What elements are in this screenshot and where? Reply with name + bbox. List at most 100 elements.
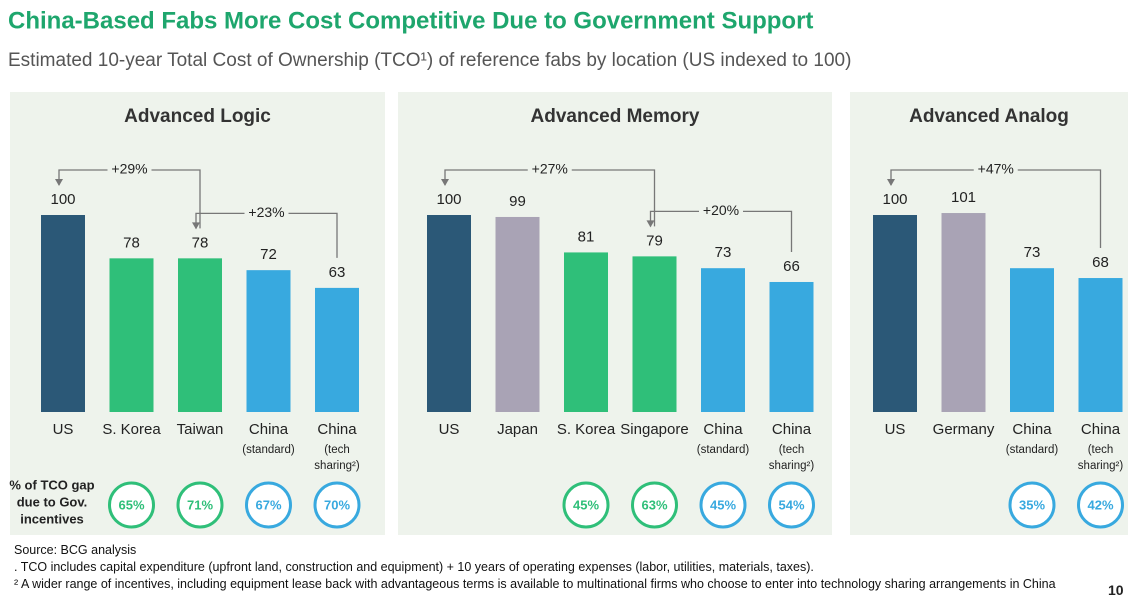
category-label: China — [249, 421, 289, 438]
incentive-row-label: incentives — [20, 511, 84, 526]
value-label: 63 — [329, 264, 346, 281]
bracket-label-bg — [244, 204, 289, 223]
incentive-circle — [108, 481, 155, 529]
category-label: China — [1081, 421, 1121, 438]
incentive-label: 63% — [641, 497, 667, 512]
category-note: (standard) — [242, 444, 295, 456]
category-label: China — [703, 421, 743, 438]
incentive-circle — [1077, 481, 1124, 529]
category-label: Taiwan — [177, 421, 224, 438]
value-label: 81 — [578, 228, 595, 245]
footnote: ² A wider range of incentives, including… — [14, 577, 1056, 591]
incentive-row-label: % of TCO gap — [9, 477, 94, 492]
bracket-label: +23% — [248, 204, 284, 220]
incentive-label: 35% — [1019, 497, 1045, 512]
bar — [246, 270, 291, 412]
bar — [178, 258, 222, 412]
bar — [41, 215, 85, 412]
bracket-label: +47% — [978, 161, 1014, 177]
bar — [873, 215, 917, 412]
arrow-head — [646, 220, 655, 228]
category-note: sharing²) — [1078, 460, 1124, 472]
category-note: (standard) — [1006, 444, 1059, 456]
category-note: (tech — [779, 444, 805, 456]
incentive-circle — [768, 481, 815, 529]
value-label: 101 — [951, 189, 976, 206]
category-note: sharing²) — [769, 460, 815, 472]
incentive-circle — [699, 481, 747, 529]
incentive-circle — [313, 481, 361, 529]
value-label: 73 — [1024, 244, 1041, 261]
arrow-head — [192, 222, 200, 230]
bracket-label-bg — [107, 161, 152, 179]
category-note: (tech — [1088, 444, 1114, 456]
incentive-row-label: due to Gov. — [17, 494, 88, 509]
arrow-head — [441, 179, 449, 186]
incentive-label: 45% — [573, 497, 599, 512]
bar — [769, 281, 814, 412]
subtitle: Estimated 10-year Total Cost of Ownershi… — [8, 50, 851, 71]
bar — [941, 213, 986, 412]
bracket-label: +20% — [703, 202, 739, 218]
incentive-circle — [631, 481, 678, 529]
incentive-label: 45% — [710, 497, 736, 512]
value-label: 100 — [436, 191, 461, 208]
incentive-label: 65% — [118, 497, 144, 512]
value-label: 72 — [260, 246, 277, 263]
bracket-label: +27% — [532, 161, 568, 177]
bracket-label-bg — [527, 161, 572, 179]
bar — [1078, 278, 1123, 412]
slide-title: China-Based Fabs More Cost Competitive D… — [8, 7, 813, 34]
arrow-head — [55, 179, 63, 186]
bar — [109, 258, 154, 412]
incentive-circle — [562, 481, 610, 529]
bar — [1010, 268, 1054, 412]
category-note: sharing²) — [314, 460, 360, 472]
bracket-label: +29% — [111, 161, 147, 177]
category-note: (tech — [324, 444, 350, 456]
value-label: 100 — [882, 191, 907, 208]
value-label: 100 — [50, 191, 75, 208]
category-label: Germany — [933, 421, 995, 438]
footnote: . TCO includes capital expenditure (upfr… — [14, 560, 814, 574]
incentive-label: 71% — [187, 497, 213, 512]
category-label: China — [1012, 421, 1052, 438]
bar — [632, 256, 677, 412]
value-label: 99 — [509, 193, 526, 210]
category-note: (standard) — [697, 444, 750, 456]
bracket-label-bg — [699, 202, 743, 221]
incentive-label: 70% — [324, 497, 350, 512]
incentive-label: 54% — [778, 497, 804, 512]
value-label: 68 — [1092, 254, 1109, 271]
panel-title: Advanced Memory — [531, 106, 700, 127]
bracket-label-bg — [973, 161, 1018, 179]
chart: China-Based Fabs More Cost Competitive D… — [8, 7, 1128, 535]
category-label: US — [53, 421, 74, 438]
footnote: Source: BCG analysis — [14, 543, 137, 557]
page-number: 10 — [1108, 582, 1124, 598]
category-label: China — [772, 421, 812, 438]
category-label: US — [439, 421, 460, 438]
bar — [701, 268, 745, 412]
arrow-head — [887, 179, 895, 186]
panel-title: Advanced Logic — [124, 106, 271, 127]
bar — [315, 287, 359, 412]
category-label: S. Korea — [557, 421, 616, 438]
panel-title: Advanced Analog — [909, 106, 1069, 127]
incentive-circle — [245, 481, 292, 529]
category-label: US — [885, 421, 906, 438]
value-label: 73 — [715, 244, 732, 261]
bar — [495, 216, 540, 412]
category-label: China — [317, 421, 357, 438]
category-label: Singapore — [620, 421, 688, 438]
value-label: 66 — [783, 258, 800, 275]
incentive-label: 67% — [255, 497, 281, 512]
bar — [427, 215, 471, 412]
category-label: S. Korea — [102, 421, 161, 438]
bar — [564, 252, 608, 412]
category-label: Japan — [497, 421, 538, 438]
incentive-circle — [1008, 481, 1056, 529]
incentive-label: 42% — [1087, 497, 1113, 512]
value-label: 78 — [123, 234, 140, 251]
